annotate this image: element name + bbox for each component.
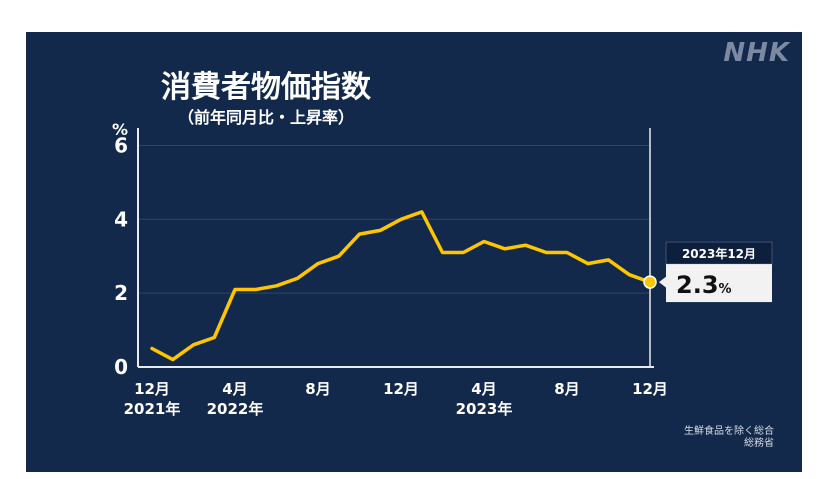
chart-subtitle: （前年同月比・上昇率） (177, 108, 354, 127)
x-tick-label-8: 8月 (305, 380, 330, 398)
series-line (150, 210, 652, 362)
y-axis-unit-label: % (112, 120, 128, 139)
callout-value-box (666, 264, 772, 303)
latest-point-marker (643, 275, 657, 289)
y-tick-label-4: 4 (114, 207, 128, 231)
callout-label-box (665, 241, 773, 265)
x-tick-year-4: 2022年 (207, 400, 264, 418)
line-chart: 0 2 4 6% 12月 2021年 4月 2022年 8月 12月 4月 2023年 8月 12月 20… (112, 120, 773, 418)
callout: 2023年12月 2.3% (643, 241, 773, 303)
nhk-logo: NHK (723, 38, 790, 68)
y-tick-label-0: 0 (114, 355, 128, 379)
y-tick-label-2: 2 (114, 281, 128, 305)
callout-value-number: 2.3 (676, 271, 719, 299)
x-tick-year-0: 2021年 (124, 400, 181, 418)
y-tick-label-6: 6 (114, 133, 128, 157)
x-tick-label-12: 12月 (383, 380, 419, 398)
series-layer (150, 210, 652, 362)
x-tick-year-16: 2023年 (456, 400, 513, 418)
gridlines (138, 144, 650, 294)
x-tick-label-24: 12月 (632, 380, 668, 398)
x-tick-label-16: 4月 (471, 380, 496, 398)
note-line-1: 生鮮食品を除く総合 (684, 426, 774, 437)
note-line-2: 総務省 (744, 438, 774, 449)
callout-value: 2.3% (676, 271, 732, 299)
callout-value-unit: % (719, 282, 732, 297)
chart-panel: NHK 消費者物価指数 （前年同月比・上昇率） 0 2 4 6% 12月 2021年 4月 2… (26, 32, 802, 472)
callout-date: 2023年12月 (682, 246, 756, 261)
x-tick-label-0: 12月 (134, 380, 170, 398)
callout-pointer (659, 275, 668, 290)
x-tick-label-4: 4月 (222, 380, 247, 398)
chart-title: 消費者物価指数 (161, 70, 371, 105)
axes: 0 2 4 6% 12月 2021年 4月 2022年 8月 12月 4月 2023年 8月 12月 (112, 120, 668, 418)
x-tick-label-20: 8月 (554, 380, 579, 398)
source-note: 生鮮食品を除く総合 総務省 (684, 426, 774, 450)
